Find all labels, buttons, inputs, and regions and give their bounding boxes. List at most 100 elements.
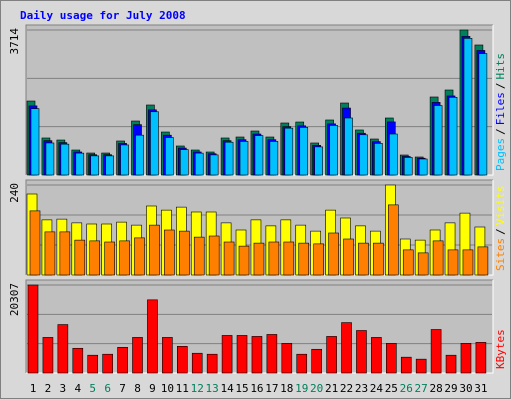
x-tick-label: 16 <box>250 382 263 395</box>
x-tick-label: 6 <box>104 382 111 395</box>
bar <box>104 241 115 276</box>
bar <box>373 242 384 276</box>
x-tick-label: 15 <box>235 382 248 395</box>
bar <box>194 152 204 176</box>
bar <box>311 348 322 374</box>
x-tick-label: 5 <box>89 382 96 395</box>
bar <box>415 358 427 374</box>
bar <box>433 105 443 176</box>
bar <box>72 347 84 374</box>
bar <box>374 143 383 176</box>
bar <box>430 329 442 374</box>
bar <box>29 210 41 276</box>
bar <box>59 231 71 276</box>
bar <box>132 337 143 374</box>
bar <box>344 117 353 176</box>
bar <box>117 346 128 374</box>
x-tick-label: 17 <box>265 382 278 395</box>
bar <box>477 246 489 276</box>
bar <box>462 249 474 276</box>
x-tick-label: 8 <box>134 382 141 395</box>
bar <box>475 342 487 374</box>
bar <box>283 241 295 276</box>
legend-separator: / <box>494 83 507 90</box>
y-tick-label: 3714 <box>8 28 21 55</box>
bar <box>326 336 337 374</box>
bar <box>359 134 368 176</box>
x-tick-label: 26 <box>400 382 413 395</box>
bar <box>447 249 459 276</box>
x-tick-label: 11 <box>176 382 189 395</box>
bar <box>343 238 354 276</box>
bar <box>253 242 265 276</box>
x-tick-label: 20 <box>310 382 323 395</box>
x-tick-label: 12 <box>191 382 204 395</box>
x-tick-label: 31 <box>474 382 487 395</box>
bar <box>418 158 428 176</box>
bar <box>238 245 250 276</box>
legend: KBytes <box>494 329 507 369</box>
bar <box>120 144 129 176</box>
x-tick-label: 2 <box>45 382 52 395</box>
panel-bevel <box>25 24 493 175</box>
x-tick-label: 23 <box>355 382 368 395</box>
bar <box>221 335 233 374</box>
bar <box>45 142 55 176</box>
bar <box>134 237 145 276</box>
bar <box>193 236 205 276</box>
legend-entry: KBytes <box>494 329 507 369</box>
bar <box>386 343 397 374</box>
legend-separator: / <box>494 128 507 135</box>
bar <box>268 241 280 276</box>
x-tick-label: 1 <box>30 382 37 395</box>
bar <box>239 141 249 176</box>
legend-entry: Sites <box>494 238 507 271</box>
bar <box>400 356 412 374</box>
bar <box>448 97 458 176</box>
panel-bevel <box>25 179 493 275</box>
bar <box>371 337 382 374</box>
x-tick-label: 28 <box>429 382 442 395</box>
x-tick-label: 19 <box>295 382 308 395</box>
legend-entry: Files <box>494 92 507 125</box>
bar <box>27 284 39 374</box>
bar <box>460 343 472 374</box>
x-tick-label: 30 <box>459 382 472 395</box>
bar <box>179 230 190 276</box>
legend: Pages / Files / Hits <box>494 53 507 171</box>
bar <box>119 240 130 276</box>
bar <box>44 231 56 276</box>
bar <box>432 240 444 276</box>
bar <box>356 330 367 374</box>
bar <box>57 324 69 374</box>
x-tick-label: 14 <box>220 382 234 395</box>
legend: Sites / Visits <box>494 186 507 272</box>
bar <box>358 242 369 276</box>
bar <box>388 204 399 276</box>
x-tick-label: 18 <box>280 382 293 395</box>
bar <box>314 146 323 176</box>
y-tick-label: 240 <box>8 183 21 203</box>
x-tick-label: 25 <box>385 382 398 395</box>
x-tick-label: 7 <box>119 382 126 395</box>
x-tick-label: 10 <box>161 382 174 395</box>
bar <box>164 229 175 276</box>
bar <box>254 135 264 176</box>
bar <box>206 353 218 374</box>
x-tick-label: 3 <box>60 382 67 395</box>
y-tick-label: 20307 <box>8 283 21 316</box>
bar <box>224 141 234 176</box>
bar <box>329 125 338 176</box>
bar <box>135 134 144 176</box>
bar <box>162 337 173 374</box>
bar <box>296 353 308 374</box>
bar <box>75 152 85 176</box>
bar <box>105 155 114 176</box>
bar <box>177 346 188 374</box>
bar <box>251 336 263 374</box>
bar <box>281 343 293 374</box>
bar <box>402 249 414 276</box>
panel-bevel <box>25 279 493 373</box>
